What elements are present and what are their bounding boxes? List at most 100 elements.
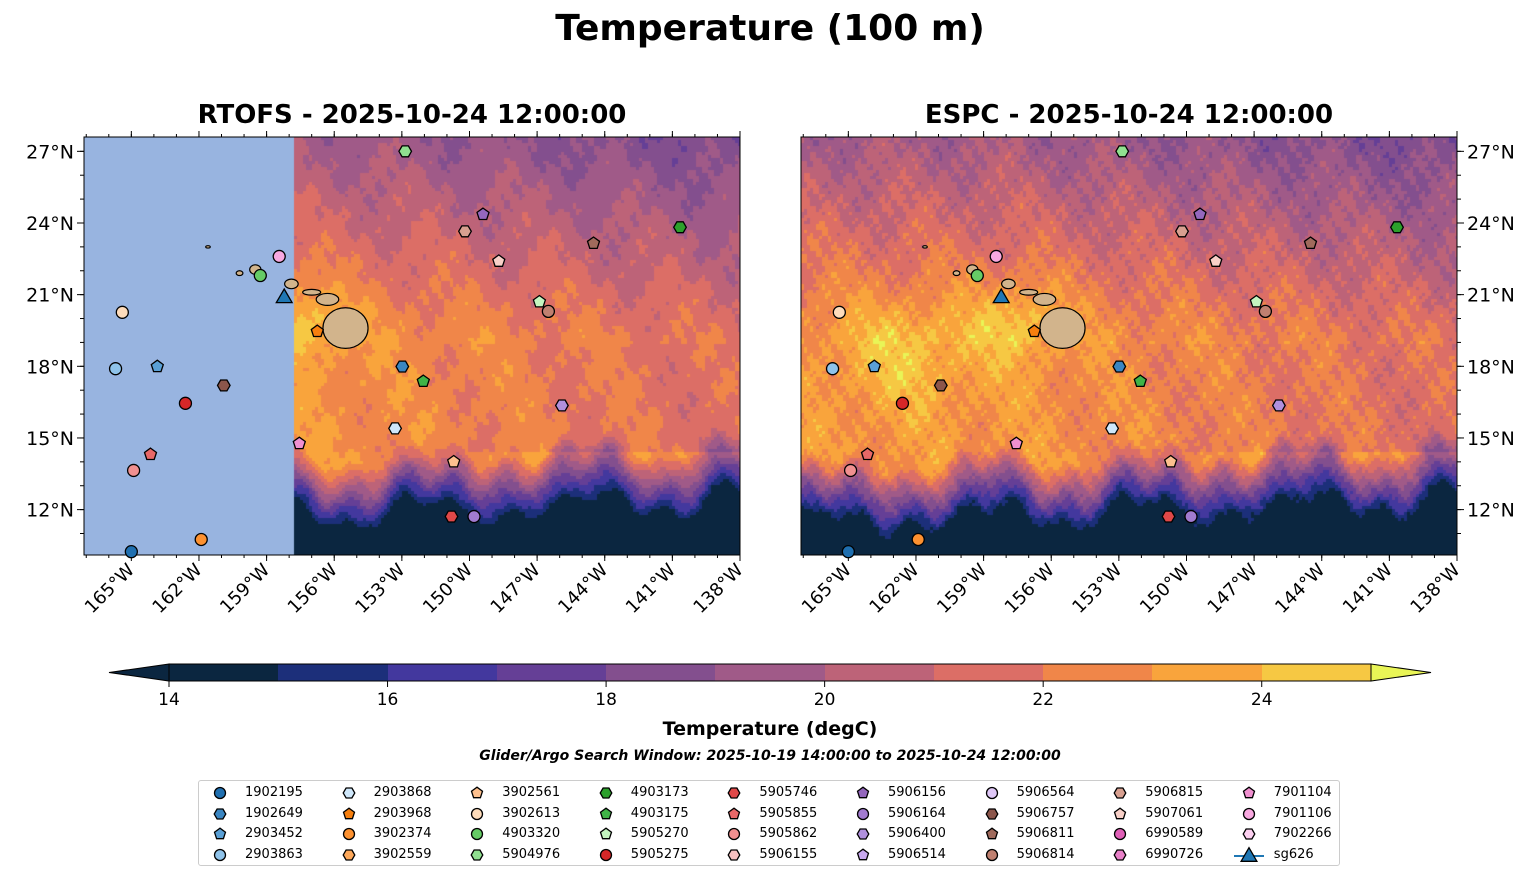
hawaii-island [1032,292,1057,306]
rtofs-temperature-field [84,137,740,555]
legend-marker [985,807,999,820]
legend-item-5906811: 5906811 [975,824,1075,844]
legend-marker [1239,845,1258,862]
colorbar-segment [824,664,935,681]
legend-label: 5905862 [759,826,818,841]
colorbar-segment [496,664,607,681]
legend-label: 5905275 [630,846,689,862]
legend-marker [213,807,227,820]
y-tick-label: 21°N [1467,285,1515,307]
legend-item-3902613: 3902613 [460,804,560,824]
legend-item-1902195: 1902195 [203,783,303,803]
colorbar-segment [169,664,279,681]
y-tick-label: 12°N [26,500,74,522]
platform-marker-5905746 [1161,510,1176,523]
legend-item-sg626: sg626 [1232,845,1314,865]
y-tick-label: 12°N [1467,500,1515,522]
legend-item-3902374: 3902374 [332,824,432,844]
hawaii-island [235,270,244,277]
legend-item-5907061: 5907061 [1103,804,1203,824]
platform-marker-sg626 [275,287,294,304]
legend-label: 2903863 [245,846,303,862]
legend-label: 5905746 [759,785,818,800]
platform-marker-3902374 [911,532,925,547]
legend-marker-icon [213,827,227,840]
legend-label: 2903868 [373,785,432,800]
legend-label: 5905855 [759,805,818,821]
legend-label: 5906514 [888,846,946,862]
legend-marker-icon [342,848,356,861]
legend-marker-icon [727,848,741,861]
legend-marker [213,827,227,840]
legend-marker-icon [1113,806,1127,819]
platform-marker-5906156 [476,207,490,221]
platform-marker-7901104 [1009,436,1024,450]
platform-marker-5905746 [444,510,459,523]
platform-marker-4903320 [970,268,984,283]
legend-marker [856,786,870,799]
legend-marker [599,848,612,861]
legend-marker-icon [470,786,484,799]
colorbar-over-arrow [1370,663,1432,682]
legend-marker-icon [728,827,741,841]
platform-marker-4903175 [416,374,431,388]
platform-marker-7901106 [989,249,1003,264]
map-overlay: 165°W 162°W 159°W 156°W 153°W 150°W 147°W 144°W… [26,131,1515,618]
legend-label: 5906811 [1016,826,1075,841]
legend-item-5906815: 5906815 [1103,783,1203,803]
platform-marker-1902649 [395,360,410,373]
x-tick-label: 165°W [798,560,856,618]
colorbar-tick-label: 20 [813,690,836,710]
platform-marker-3902561 [446,454,461,468]
legend-marker [599,787,613,799]
espc-panel-title: ESPC - 2025-10-24 12:00:00 [924,100,1334,130]
platform-marker-7901104 [292,436,307,450]
legend-label: 5906564 [1016,785,1075,800]
legend-label: 5904976 [502,846,561,862]
platform-marker-3902613 [115,305,129,319]
x-tick-label: 165°W [81,560,139,618]
legend-item-5906155: 5906155 [717,845,817,865]
legend-item-3902561: 3902561 [460,783,560,803]
legend-marker-icon [342,806,355,819]
x-tick-label: 150°W [1136,560,1194,618]
colorbar-segment [1261,664,1372,681]
hawaii-island [1001,278,1016,290]
colorbar-segment [933,664,1044,681]
hawaii-island [302,288,322,296]
platform-marker-3902613 [832,305,846,319]
legend-marker [1113,848,1127,861]
platform-marker-5906757 [933,379,948,392]
colorbar-tick-label: 16 [376,690,399,710]
legend-item-5906514: 5906514 [846,845,946,865]
legend-marker [1114,827,1127,841]
y-tick-label: 15°N [26,428,74,450]
platform-marker-2903863 [108,362,123,376]
espc-temperature-field [801,137,1457,555]
legend-marker-icon [856,786,870,799]
platform-marker-sg626 [992,287,1011,304]
legend-label: 7901104 [1273,785,1332,800]
legend-label: 2903968 [373,805,432,821]
legend-marker-icon [1114,827,1127,841]
legend-marker [728,827,741,841]
legend-marker-icon [1113,848,1127,861]
legend-label: 3902559 [373,846,432,862]
y-tick-label: 15°N [1467,428,1515,450]
hawaii-island [922,245,928,249]
legend-marker [342,827,355,841]
legend-item-5905270: 5905270 [589,824,689,844]
x-tick-label: 144°W [1271,560,1329,618]
hawaii-island [1039,307,1086,349]
legend-marker-icon [727,787,741,799]
y-tick-label: 27°N [1467,141,1515,163]
legend-label: 6990726 [1145,846,1204,862]
platform-marker-5905855 [143,447,158,461]
legend-marker-icon [985,807,999,820]
y-tick-label: 18°N [26,356,74,378]
legend: 1902195 1902649 2903452 2903863 2903868 29039… [198,780,1340,866]
colorbar-under-arrow [108,663,170,682]
hawaii-island [284,278,299,290]
legend-marker [985,827,998,840]
platform-marker-5907061 [492,254,506,267]
